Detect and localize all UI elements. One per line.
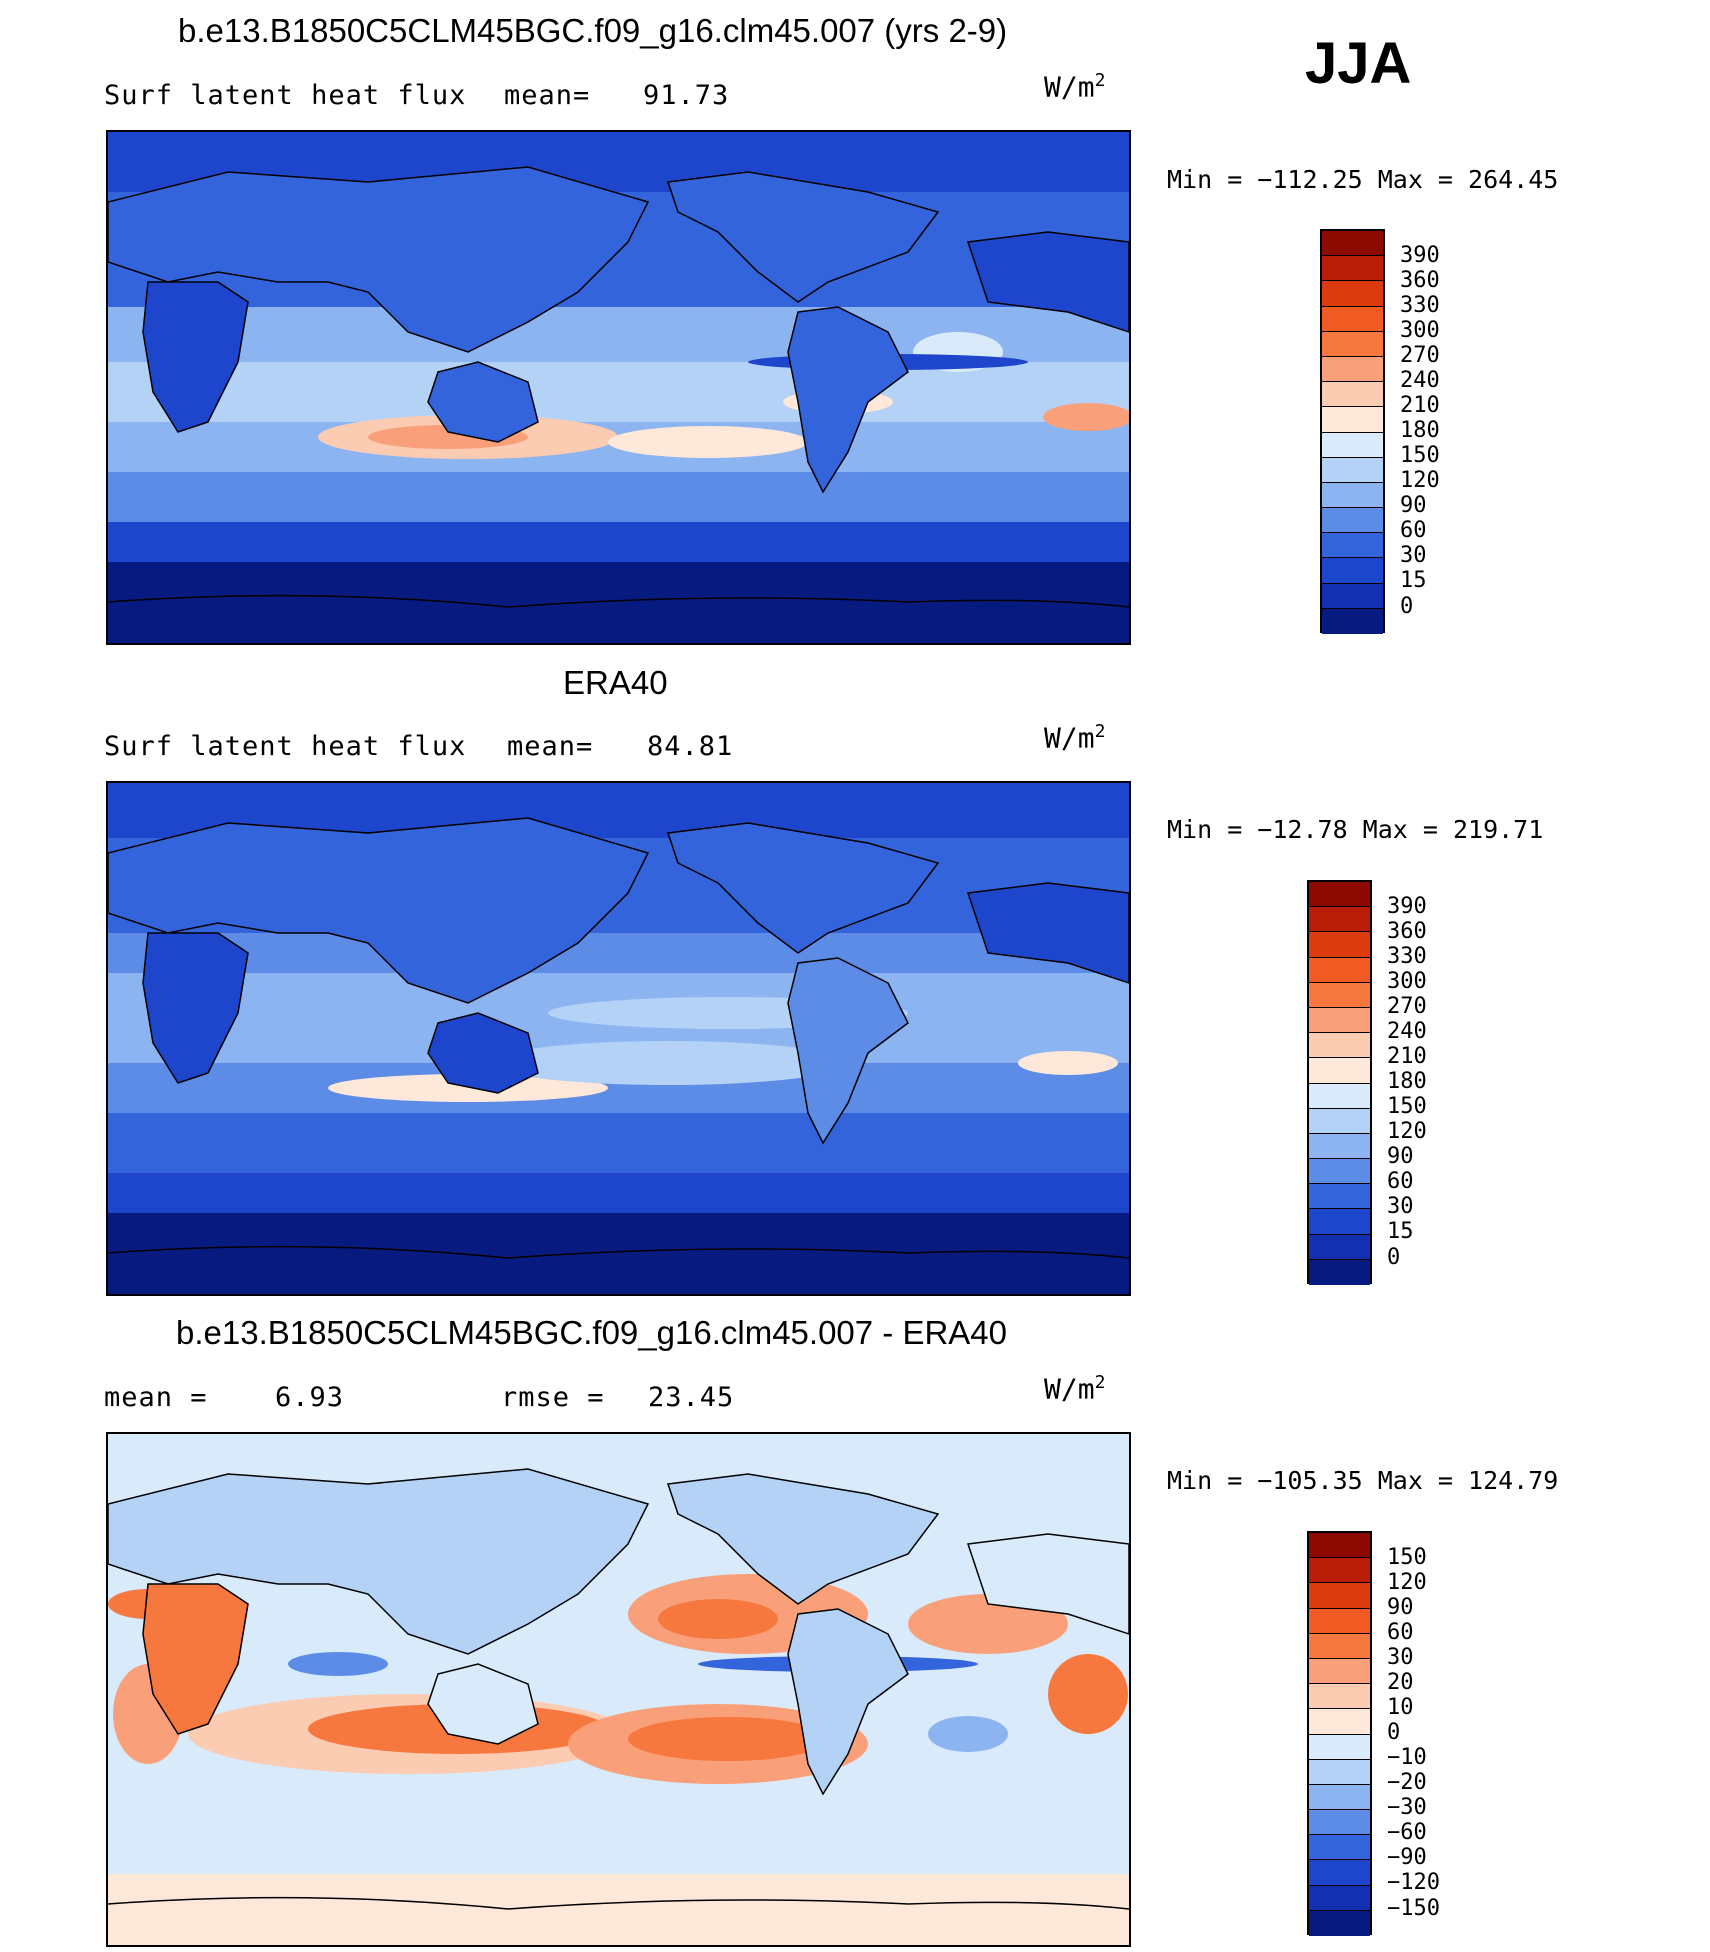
panel1-cb-label: 360 [1400,268,1440,293]
panel2-cb-label: 120 [1387,1119,1427,1144]
panel3-colorbar [1307,1531,1372,1936]
panel1-cb-label: 210 [1400,393,1440,418]
panel3-cb-label: 0 [1387,1720,1401,1745]
panel2-cb-label: 360 [1387,919,1427,944]
panel2-minmax: Min = −12.78 Max = 219.71 [1167,815,1544,844]
panel1-cb-label: 390 [1400,243,1440,268]
panel3-cb-label: 90 [1387,1595,1414,1620]
panel1-minmax: Min = −112.25 Max = 264.45 [1167,165,1559,194]
panel1-cb-label: 60 [1400,518,1427,543]
panel2-cb-label: 90 [1387,1144,1414,1169]
panel1-cb-label: 330 [1400,293,1440,318]
panel1-cb-label: 180 [1400,418,1440,443]
panel1-cb-label: 270 [1400,343,1440,368]
panel3-mean-value: 6.93 [275,1382,345,1413]
panel1-title: b.e13.B1850C5CLM45BGC.f09_g16.clm45.007 … [178,12,1008,49]
panel3-units: W/m2 [1044,1372,1106,1406]
panel2-cb-label: 390 [1387,894,1427,919]
season-label: JJA [1305,31,1412,96]
panel3-mean-label: mean = [104,1382,208,1413]
panel3-cb-label: −10 [1387,1745,1427,1770]
panel1-cb-label: 120 [1400,468,1440,493]
panel1-cb-label: 15 [1400,568,1427,593]
panel2-cb-label: 30 [1387,1194,1414,1219]
panel2-cb-label: 150 [1387,1094,1427,1119]
panel1-cb-label: 150 [1400,443,1440,468]
panel2-title: ERA40 [563,664,668,701]
panel2-colorbar [1307,880,1372,1285]
panel1-cb-label: 30 [1400,543,1427,568]
panel1-cb-label: 300 [1400,318,1440,343]
panel1-variable: Surf latent heat flux [104,80,467,111]
panel2-cb-label: 15 [1387,1219,1414,1244]
panel1-map [106,130,1131,645]
panel2-cb-label: 330 [1387,944,1427,969]
panel3-cb-label: 30 [1387,1645,1414,1670]
panel1-units: W/m2 [1044,70,1106,104]
panel2-mean-value: 84.81 [647,731,734,762]
panel1-mean-label: mean= [504,80,591,111]
panel2-cb-label: 180 [1387,1069,1427,1094]
panel3-map [106,1432,1131,1947]
panel1-colorbar [1320,229,1385,634]
panel2-units: W/m2 [1044,721,1106,755]
panel3-rmse-value: 23.45 [648,1382,735,1413]
panel3-cb-label: 150 [1387,1545,1427,1570]
panel2-cb-label: 210 [1387,1044,1427,1069]
panel2-map [106,781,1131,1296]
panel3-cb-label: −30 [1387,1795,1427,1820]
panel3-cb-label: −150 [1387,1896,1440,1921]
panel3-cb-label: 60 [1387,1620,1414,1645]
panel1-cb-label: 0 [1400,594,1414,619]
panel2-variable: Surf latent heat flux [104,731,467,762]
panel3-cb-label: 10 [1387,1695,1414,1720]
panel2-cb-label: 60 [1387,1169,1414,1194]
panel2-mean-label: mean= [507,731,594,762]
panel2-cb-label: 300 [1387,969,1427,994]
panel3-cb-label: −90 [1387,1845,1427,1870]
panel1-cb-label: 240 [1400,368,1440,393]
panel2-cb-label: 0 [1387,1245,1401,1270]
panel3-minmax: Min = −105.35 Max = 124.79 [1167,1466,1559,1495]
panel1-mean-value: 91.73 [643,80,730,111]
panel3-cb-label: 120 [1387,1570,1427,1595]
panel3-title: b.e13.B1850C5CLM45BGC.f09_g16.clm45.007 … [176,1314,1008,1351]
panel3-cb-label: −60 [1387,1820,1427,1845]
panel2-cb-label: 270 [1387,994,1427,1019]
panel3-cb-label: −120 [1387,1870,1440,1895]
panel3-cb-label: −20 [1387,1770,1427,1795]
panel3-rmse-label: rmse = [501,1382,605,1413]
panel3-cb-label: 20 [1387,1670,1414,1695]
panel1-cb-label: 90 [1400,493,1427,518]
panel2-cb-label: 240 [1387,1019,1427,1044]
